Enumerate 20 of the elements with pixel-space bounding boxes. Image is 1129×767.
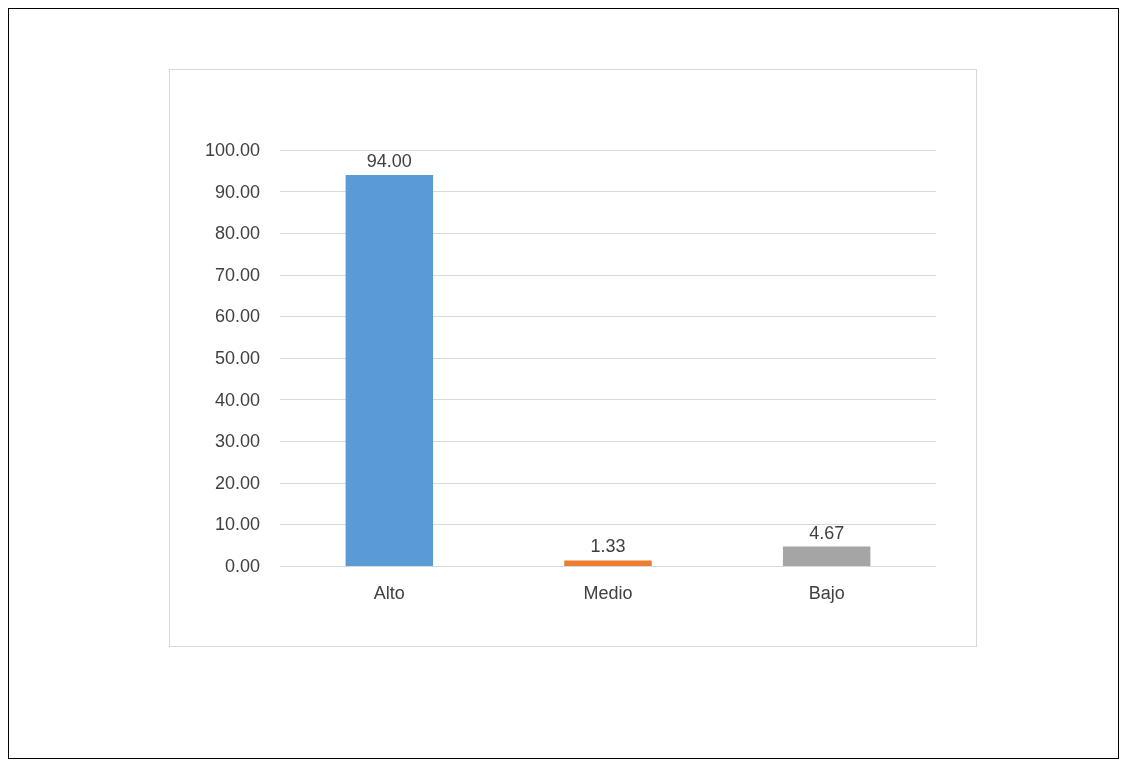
data-label: 4.67 [809,522,845,543]
y-tick-label: 30.00 [214,431,260,452]
y-tick-label: 50.00 [214,348,260,368]
y-tick-label: 60.00 [214,306,260,327]
y-tick-label: 20.00 [214,472,260,493]
y-tick-label: 90.00 [214,181,260,202]
x-tick-label: Bajo [808,583,845,603]
y-tick-label: 40.00 [214,389,260,410]
bar [782,546,871,566]
x-tick-label: Medio [583,583,633,603]
y-tick-label: 80.00 [214,223,260,244]
y-tick-label: 100.00 [204,140,260,160]
y-tick-label: 0.00 [224,556,260,576]
y-tick-label: 10.00 [214,514,260,535]
y-tick-label: 70.00 [214,264,260,285]
bar [564,560,652,566]
data-label: 94.00 [366,150,412,171]
data-label: 1.33 [590,536,626,557]
x-tick-label: Alto [373,583,405,603]
bar [345,174,434,566]
